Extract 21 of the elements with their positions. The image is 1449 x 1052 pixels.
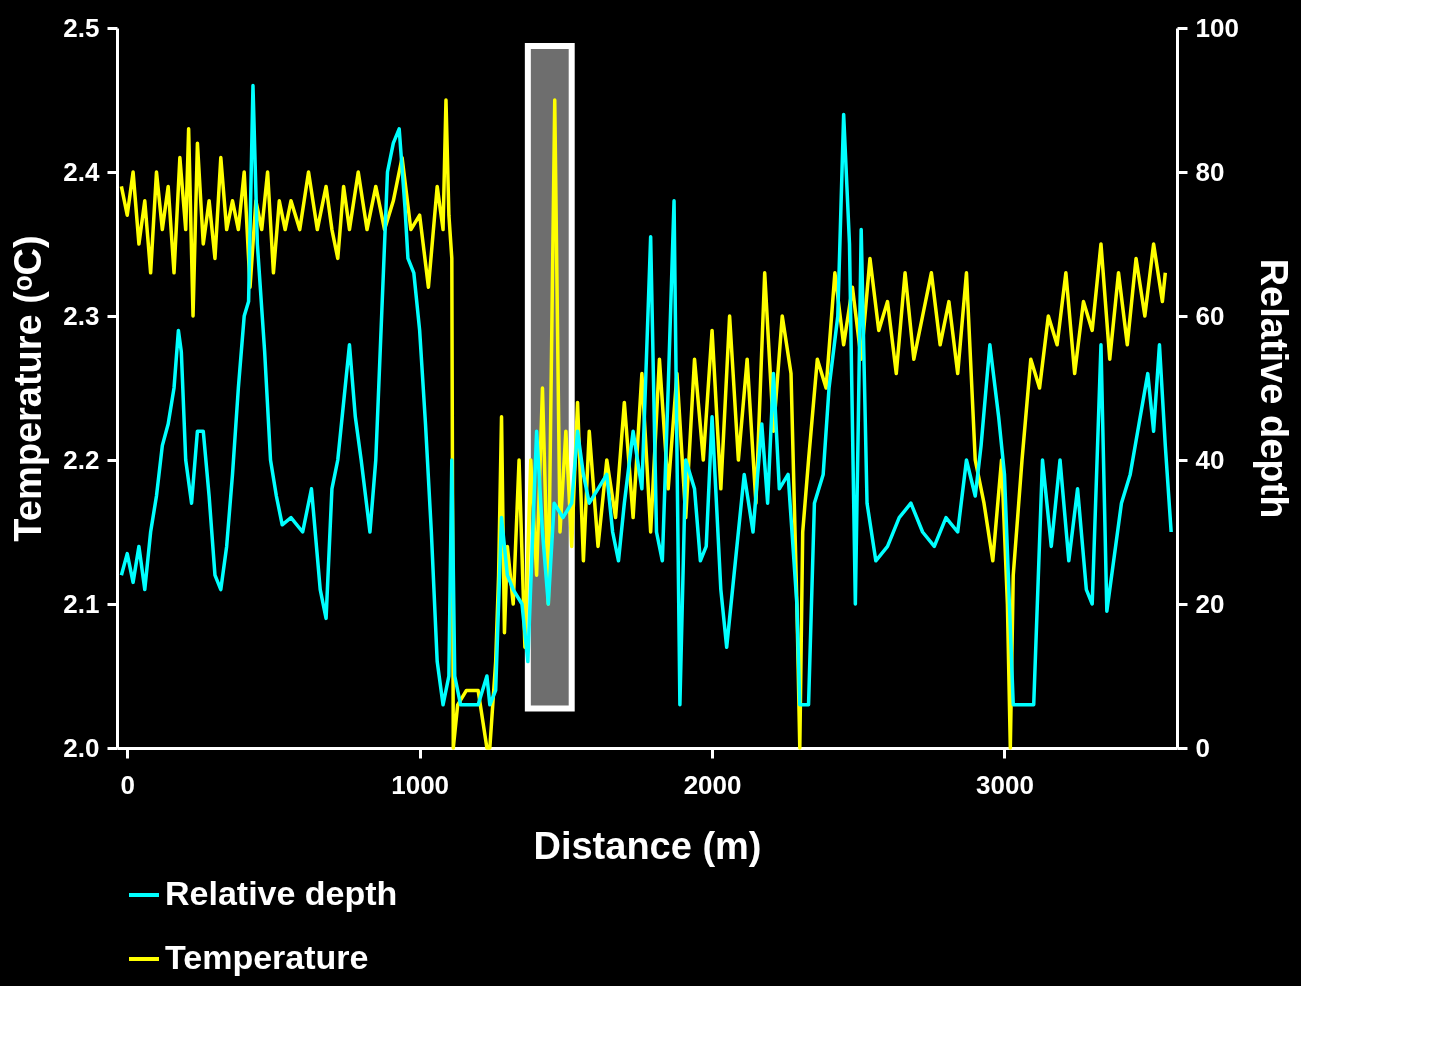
x-tick-label: 3000 bbox=[976, 769, 1034, 800]
y2-tick-label: 60 bbox=[1195, 300, 1225, 331]
y-tick-label: 2.3 bbox=[63, 300, 100, 331]
y2-axis-title: Relative depth bbox=[1252, 258, 1295, 519]
x-tick-label: 1000 bbox=[391, 769, 450, 800]
y-tick-label: 2.5 bbox=[63, 12, 100, 43]
y2-tick-label: 100 bbox=[1195, 12, 1239, 43]
y-tick-label: 2.4 bbox=[63, 156, 101, 187]
x-tick-label: 2000 bbox=[683, 769, 742, 800]
y2-tick-label: 20 bbox=[1195, 588, 1225, 619]
y-axis-title: Temperature (ᵒC) bbox=[7, 235, 50, 542]
y-tick-label: 2.1 bbox=[63, 588, 100, 619]
y2-tick-label: 0 bbox=[1195, 732, 1210, 763]
y-tick-label: 2.0 bbox=[63, 732, 100, 763]
x-tick-label: 0 bbox=[120, 769, 135, 800]
y2-tick-label: 40 bbox=[1195, 444, 1225, 475]
x-axis-title: Distance (m) bbox=[533, 824, 762, 867]
y2-tick-label: 80 bbox=[1195, 156, 1225, 187]
legend-label: Temperature bbox=[165, 938, 369, 976]
legend-label: Relative depth bbox=[165, 874, 398, 912]
y-tick-label: 2.2 bbox=[63, 444, 100, 475]
